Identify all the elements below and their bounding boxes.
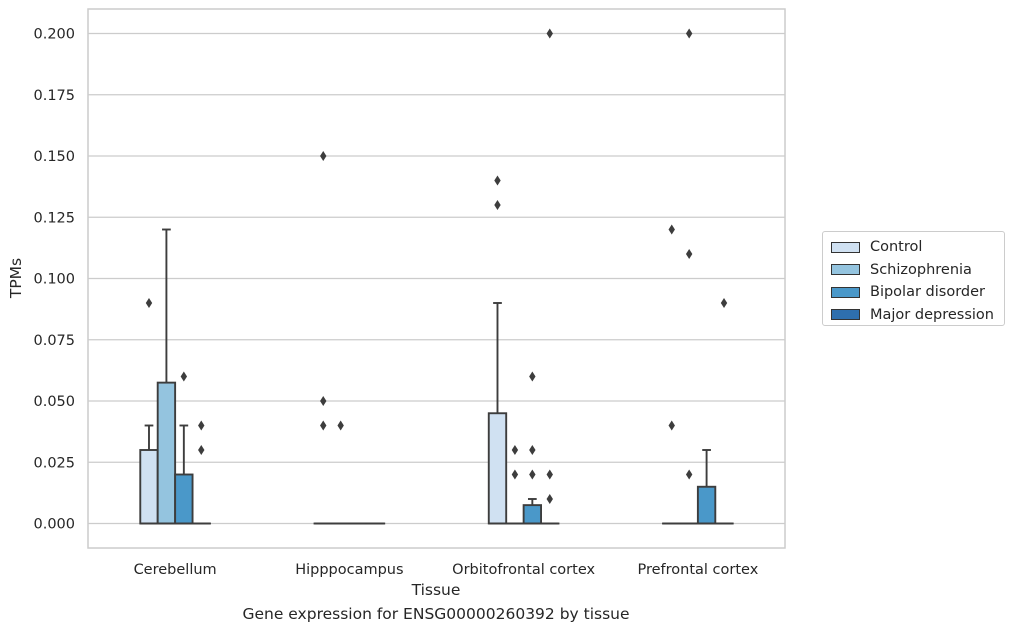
outlier-point: [720, 298, 728, 308]
box-body: [174, 473, 194, 525]
box-body: [139, 449, 159, 525]
y-tick-labels: 0.000 0.025 0.050 0.075 0.100 0.125 0.150 0.175…: [33, 27, 75, 533]
legend-label-control: Control: [870, 239, 923, 256]
outlier-point: [511, 445, 519, 455]
outlier-point: [511, 469, 519, 480]
box-0-1: [156, 228, 177, 525]
y-tick-label: 0.100: [33, 272, 75, 288]
legend: Control Schizophrenia Bipolar disorder M…: [822, 231, 1005, 326]
outlier-point: [685, 469, 693, 480]
outlier-point: [668, 420, 675, 431]
legend-label-schizophrenia: Schizophrenia: [870, 261, 972, 278]
box-2-2: [522, 371, 542, 525]
x-tick-label: Hipppocampus: [295, 562, 403, 578]
outlier-point: [529, 469, 536, 480]
x-tick-labels: Cerebellum Hipppocampus Orbitofrontal cort…: [134, 562, 759, 578]
legend-swatch-control: [831, 241, 860, 253]
grid-lines: [88, 32, 785, 525]
box-3-3: [714, 298, 734, 525]
y-tick-label: 0.175: [33, 88, 75, 104]
y-tick-label: 0.050: [33, 394, 75, 410]
box-body: [696, 485, 717, 525]
x-tick-label: Prefrontal cortex: [637, 562, 758, 578]
outlier-point: [546, 469, 553, 480]
box-1-1: [331, 420, 351, 525]
outlier-point: [546, 28, 553, 39]
outlier-point: [320, 420, 327, 431]
box-2-3: [540, 28, 560, 525]
outlier-point: [198, 420, 205, 431]
box-3-2: [696, 449, 717, 525]
outlier-point: [668, 224, 675, 235]
x-tick-label: Orbitofrontal cortex: [452, 562, 595, 578]
y-tick-label: 0.075: [33, 333, 75, 349]
outlier-point: [529, 445, 536, 455]
plot-frame: [87, 8, 786, 549]
outlier-point: [337, 420, 344, 431]
legend-swatch-schizophrenia: [831, 264, 860, 276]
legend-item-major-depression: Major depression: [831, 304, 1004, 327]
box-3-0: [662, 224, 682, 525]
outlier-point: [180, 371, 188, 382]
x-axis-label: Tissue: [411, 581, 461, 599]
legend-item-bipolar-disorder: Bipolar disorder: [831, 281, 1004, 304]
box-2-0: [487, 175, 508, 525]
y-tick-label: 0.000: [33, 517, 75, 533]
box-2-1: [505, 445, 525, 525]
outlier-point: [198, 445, 205, 455]
box-body: [487, 412, 508, 525]
outlier-point: [685, 249, 693, 259]
box-1-0: [313, 151, 333, 525]
outlier-point: [494, 200, 501, 210]
y-tick-label: 0.025: [33, 455, 75, 471]
box-plots: [139, 28, 734, 525]
box-body: [522, 504, 542, 525]
box-body: [156, 381, 177, 525]
outlier-point: [529, 371, 536, 382]
y-tick-label: 0.200: [33, 27, 75, 43]
box-3-1: [679, 28, 699, 525]
legend-swatch-bipolar-disorder: [831, 286, 860, 298]
chart-caption: Gene expression for ENSG00000260392 by t…: [242, 605, 630, 623]
y-axis-label: TPMs: [7, 258, 25, 299]
legend-label-major-depression: Major depression: [870, 306, 994, 323]
outlier-point: [320, 396, 327, 406]
box-0-2: [174, 371, 194, 525]
box-0-0: [139, 298, 159, 525]
y-tick-label: 0.125: [33, 210, 75, 226]
legend-swatch-major-depression: [831, 309, 860, 321]
box-0-3: [191, 420, 211, 525]
outlier-point: [546, 494, 553, 504]
legend-label-bipolar-disorder: Bipolar disorder: [870, 284, 985, 301]
legend-item-control: Control: [831, 236, 1004, 259]
y-tick-label: 0.150: [33, 149, 75, 165]
outlier-point: [685, 28, 693, 39]
legend-item-schizophrenia: Schizophrenia: [831, 259, 1004, 282]
outlier-point: [320, 151, 327, 161]
outlier-point: [494, 175, 501, 186]
x-tick-label: Cerebellum: [134, 562, 217, 578]
outlier-point: [145, 298, 153, 308]
